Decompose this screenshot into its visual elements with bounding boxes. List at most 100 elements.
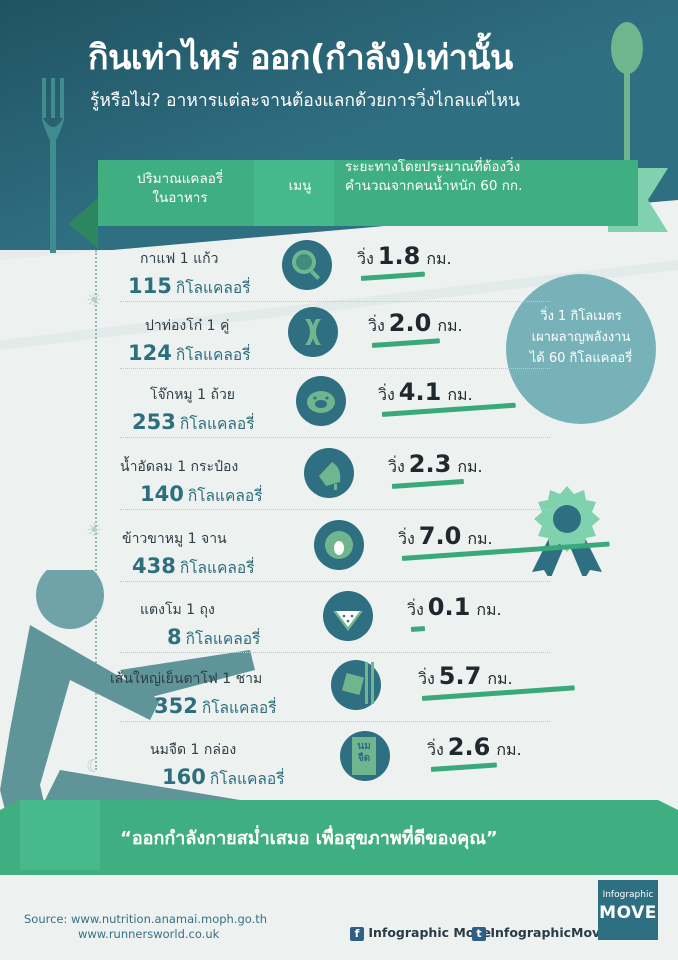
sun-icon: ☀	[86, 520, 103, 541]
item-name: ปาท่องโก๋ 1 คู่	[145, 318, 230, 334]
rice-plate-icon	[314, 520, 364, 570]
spoon-icon	[611, 22, 643, 170]
row-separator	[120, 301, 550, 302]
calorie-value: 124	[128, 341, 172, 365]
calorie-value: 438	[132, 554, 176, 578]
item-name: ข้าวขาหมู 1 จาน	[122, 531, 227, 547]
run-label: วิ่ง	[427, 740, 444, 759]
calorie-value: 8	[167, 625, 182, 649]
fork-icon	[42, 78, 64, 253]
distance-unit: กม.	[476, 600, 502, 619]
facebook-icon: f	[350, 927, 364, 941]
sunrise-icon: ☀	[86, 290, 103, 311]
row-separator	[120, 509, 550, 510]
item-name: กาแฟ 1 แก้ว	[140, 251, 219, 267]
run-distance: วิ่ง 2.6 กม.	[427, 733, 522, 763]
header-ribbon	[68, 160, 668, 248]
header-menu: เมนู	[288, 178, 312, 194]
facebook-link[interactable]: f Infographic Move	[350, 925, 491, 941]
distance-value: 2.0	[388, 309, 432, 337]
distance-value: 1.8	[377, 242, 421, 270]
milk-carton-label-line2: จืด	[357, 753, 371, 764]
calorie-unit: กิโลแคลอรี่	[201, 699, 277, 717]
twitter-link[interactable]: t InfographicMove	[472, 925, 609, 941]
page-subtitle: รู้หรือไม่? อาหารแต่ละจานต้องแลกด้วยการว…	[90, 91, 521, 111]
row-separator	[120, 581, 550, 582]
run-label: วิ่ง	[388, 457, 405, 476]
run-distance: วิ่ง 0.1 กม.	[407, 593, 502, 623]
distance-unit: กม.	[426, 249, 452, 268]
info-line3: ได้ 60 กิโลแคลอรี่	[529, 351, 633, 366]
header-calories-line1: ปริมาณแคลอรี่	[136, 171, 224, 187]
item-calories: 253 กิโลแคลอรี่	[132, 410, 255, 436]
run-distance: วิ่ง 2.3 กม.	[388, 450, 483, 480]
distance-value: 0.1	[427, 593, 471, 621]
distance-value: 2.3	[408, 450, 452, 478]
calorie-value: 160	[162, 765, 206, 789]
milk-carton-label: นม จืด	[352, 741, 376, 765]
info-circle	[506, 274, 656, 424]
milk-carton-label-line1: นม	[357, 741, 371, 752]
twitter-icon: t	[472, 927, 486, 941]
info-line1: วิ่ง 1 กิโลเมตร	[540, 309, 622, 324]
page-background	[0, 200, 678, 960]
logo-big-text: MOVE	[599, 903, 657, 923]
header-distance-line2: คำนวณจากคนน้ำหนัก 60 กก.	[345, 178, 523, 194]
run-label: วิ่ง	[368, 316, 385, 335]
run-distance: วิ่ง 1.8 กม.	[357, 242, 452, 272]
run-distance: วิ่ง 2.0 กม.	[368, 309, 463, 339]
distance-value: 7.0	[418, 522, 462, 550]
distance-unit: กม.	[437, 316, 463, 335]
noodle-bowl-icon	[331, 660, 381, 710]
moon-icon: ☾	[86, 756, 103, 777]
calorie-value: 140	[140, 482, 184, 506]
calorie-value: 115	[128, 274, 172, 298]
calorie-unit: กิโลแคลอรี่	[187, 487, 263, 505]
run-label: วิ่ง	[407, 600, 424, 619]
page-title: กินเท่าไหร่ ออก(กำลัง)เท่านั้น	[88, 38, 513, 78]
distance-value: 4.1	[398, 378, 442, 406]
source-line2: www.runnersworld.co.uk	[78, 927, 220, 941]
logo-small-text: Infographic	[602, 890, 654, 900]
row-separator	[120, 368, 550, 369]
twitter-label: InfographicMove	[490, 925, 609, 940]
header-distance-line1: ระยะทางโดยประมาณที่ต้องวิ่ง	[345, 159, 521, 175]
timeline-line	[95, 250, 97, 770]
item-name: น้ำอัดลม 1 กระป๋อง	[120, 459, 239, 475]
distance-unit: กม.	[487, 669, 513, 688]
run-distance: วิ่ง 4.1 กม.	[378, 378, 473, 408]
item-calories: 160 กิโลแคลอรี่	[162, 765, 285, 791]
fried-dough-icon	[288, 307, 338, 357]
header-calories: ปริมาณแคลอรี่ ในอาหาร	[100, 170, 260, 208]
info-line2: เผาผลาญพลังงาน	[531, 330, 631, 345]
item-calories: 352 กิโลแคลอรี่	[154, 694, 277, 720]
run-label: วิ่ง	[378, 385, 395, 404]
row-separator	[120, 652, 550, 653]
calorie-unit: กิโลแคลอรี่	[185, 630, 261, 648]
distance-unit: กม.	[457, 457, 483, 476]
row-separator	[120, 437, 550, 438]
soda-can-icon	[304, 448, 354, 498]
item-name: แตงโม 1 ถุง	[140, 602, 215, 618]
row-separator	[120, 721, 550, 722]
facebook-label: Infographic Move	[368, 925, 492, 940]
coffee-cup-icon	[282, 240, 332, 290]
calorie-unit: กิโลแคลอรี่	[175, 279, 251, 297]
run-distance: วิ่ง 5.7 กม.	[418, 662, 513, 692]
item-name: นมจืด 1 กล่อง	[150, 742, 237, 758]
quote-banner	[0, 800, 678, 875]
calorie-unit: กิโลแคลอรี่	[179, 415, 255, 433]
header-distance: ระยะทางโดยประมาณที่ต้องวิ่ง คำนวณจากคนน้…	[345, 158, 635, 196]
item-calories: 8 กิโลแคลอรี่	[167, 625, 260, 651]
distance-value: 5.7	[438, 662, 482, 690]
calorie-unit: กิโลแคลอรี่	[179, 559, 255, 577]
distance-value: 2.6	[447, 733, 491, 761]
brand-logo	[598, 880, 658, 940]
quote-text: “ออกกำลังกายสม่ำเสมอ เพื่อสุขภาพที่ดีของ…	[120, 828, 498, 849]
item-calories: 140 กิโลแคลอรี่	[140, 482, 263, 508]
item-calories: 438 กิโลแคลอรี่	[132, 554, 255, 580]
item-name: เส้นใหญ่เย็นตาโฟ 1 ชาม	[110, 671, 263, 687]
calorie-unit: กิโลแคลอรี่	[209, 770, 285, 788]
calorie-unit: กิโลแคลอรี่	[175, 346, 251, 364]
distance-bar	[410, 626, 426, 632]
